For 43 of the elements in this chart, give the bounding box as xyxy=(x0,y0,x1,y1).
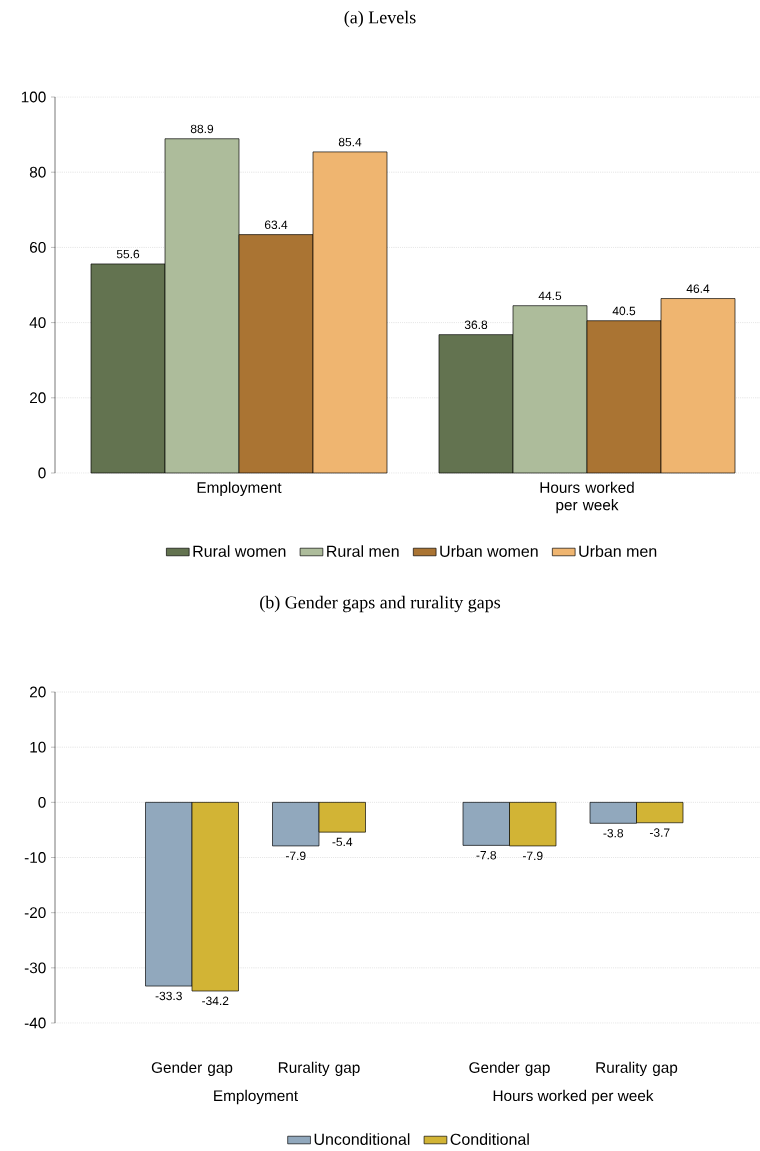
legend-label: Rural men xyxy=(327,545,399,557)
chart-title: (b) Gender gaps and rurality gaps xyxy=(260,595,501,613)
y-tick-label: 80 xyxy=(29,166,46,178)
y-tick-label: -10 xyxy=(24,852,46,863)
data-label: 63.4 xyxy=(264,220,288,230)
y-tick-label: -30 xyxy=(24,962,46,974)
legend-label: Urban women xyxy=(440,545,538,557)
legend-label: Rural women xyxy=(193,545,286,557)
y-tick-label: 10 xyxy=(30,741,46,753)
y-tick-label: -40 xyxy=(24,1017,46,1029)
data-label: 44.5 xyxy=(538,291,562,301)
text: Hours worked per week xyxy=(493,1089,654,1105)
y-tick-label: 100 xyxy=(21,91,46,103)
data-label: -3.7 xyxy=(649,828,670,837)
x-tick-label: Rurality gap xyxy=(278,1061,360,1077)
data-label: 55.6 xyxy=(116,249,140,259)
y-tick-label: 20 xyxy=(30,686,46,698)
data-label: -3.8 xyxy=(603,828,624,838)
x-tick-label: Rurality gap xyxy=(596,1061,678,1077)
data-label: -7.9 xyxy=(285,851,306,861)
x-tick-label: Gender gap xyxy=(151,1061,233,1077)
y-tick-label: 60 xyxy=(30,241,46,253)
data-label: 40.5 xyxy=(612,306,636,316)
text: Employment xyxy=(214,1089,298,1105)
y-tick-label: 40 xyxy=(29,317,46,329)
y-tick-label: 20 xyxy=(30,392,46,404)
y-tick-label: 0 xyxy=(38,796,46,808)
chart-title: (a) Levels xyxy=(344,10,416,28)
data-label: -33.3 xyxy=(155,991,182,1001)
data-label: -34.2 xyxy=(202,996,229,1006)
legend-label: Conditional xyxy=(450,1133,529,1145)
legend-label: Urban men xyxy=(579,545,657,557)
data-label: -7.8 xyxy=(476,850,497,860)
y-tick-label: 0 xyxy=(38,467,46,479)
x-tick-label: Gender gap xyxy=(469,1061,550,1077)
y-tick-label: -20 xyxy=(24,907,46,919)
data-label: -5.4 xyxy=(332,837,353,847)
data-label: 46.4 xyxy=(686,284,710,293)
data-label: 88.9 xyxy=(190,124,214,134)
data-label: -7.9 xyxy=(522,851,543,861)
data-label: 36.8 xyxy=(464,320,488,330)
data-label: 85.4 xyxy=(338,137,362,147)
legend-label: Unconditional xyxy=(314,1133,410,1145)
